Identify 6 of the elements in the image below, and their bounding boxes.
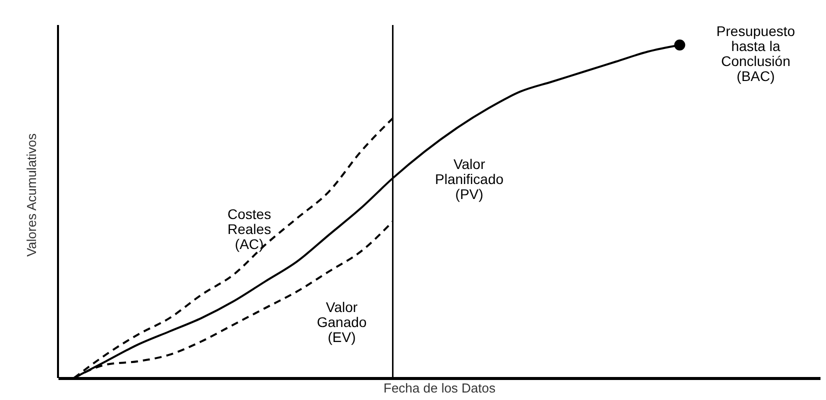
series-label: Valor Ganado (EV) bbox=[316, 299, 367, 346]
y-axis-title: Valores Acumulativos bbox=[24, 132, 39, 257]
series-label: Costes Reales (AC) bbox=[228, 206, 272, 252]
series-label: Valor Planificado (PV) bbox=[435, 156, 504, 202]
text: Presupuesto hasta la Conclusión (BAC) bbox=[716, 22, 796, 84]
x-axis-title: Fecha de los Datos bbox=[383, 380, 496, 396]
